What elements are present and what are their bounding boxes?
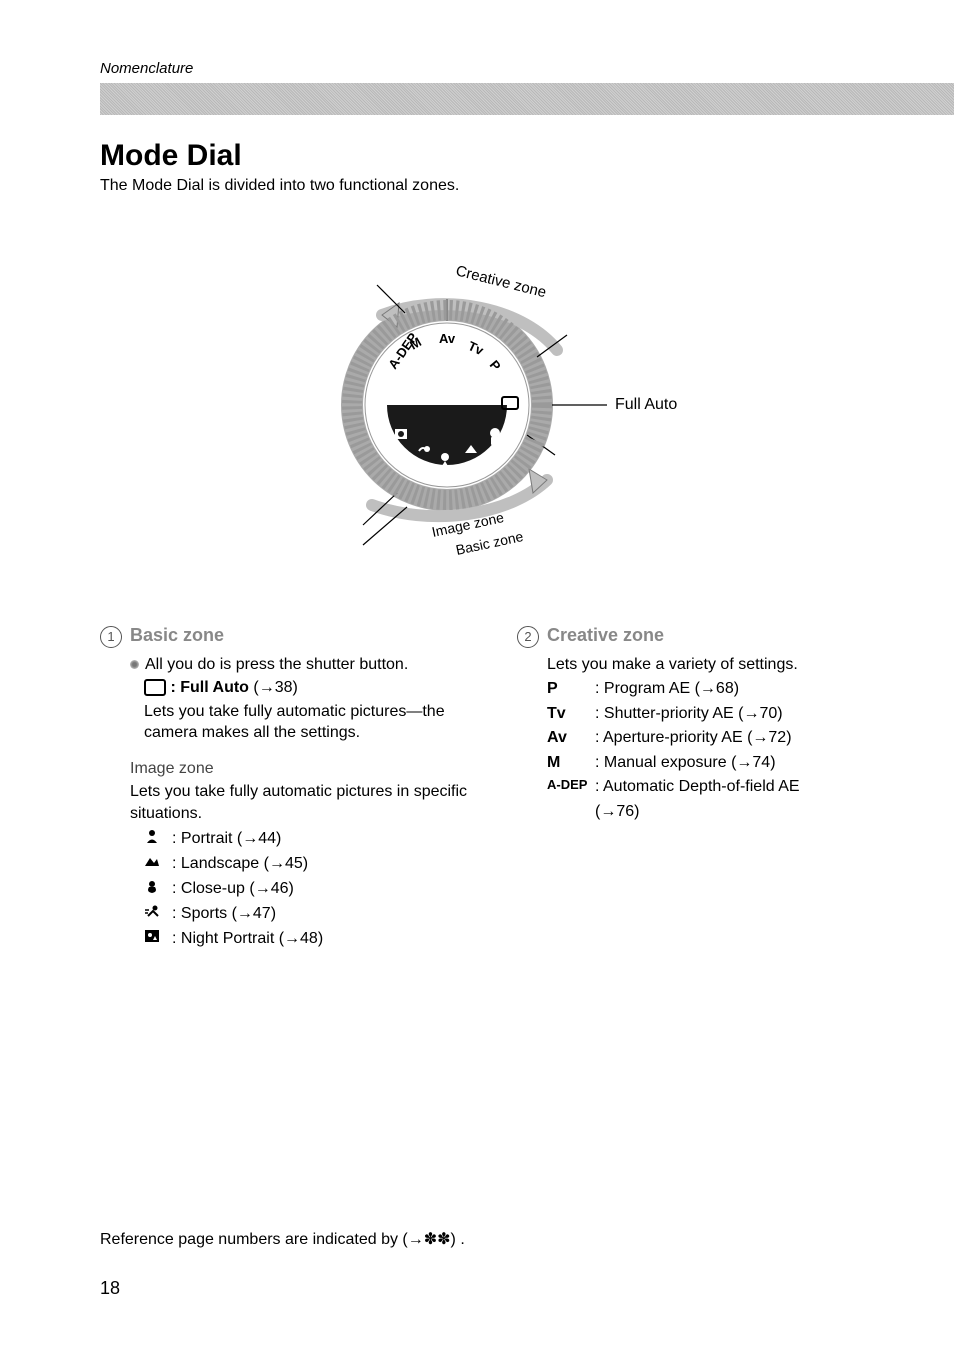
closeup-icon xyxy=(144,878,166,901)
portrait-icon xyxy=(144,828,166,851)
creative-zone-title: Creative zone xyxy=(547,625,664,646)
basic-zone-number: 1 xyxy=(100,626,122,648)
creative-zone-column: 2 Creative zone Lets you make a variety … xyxy=(517,625,894,953)
mode-sym-tv: Tv xyxy=(547,703,589,725)
creative-zone-number: 2 xyxy=(517,626,539,648)
basic-zone-lead: All you do is press the shutter button. xyxy=(130,654,477,676)
mode-sym-m: M xyxy=(547,752,589,774)
mode-dial-svg: A-DEP M Av Tv P xyxy=(237,225,757,565)
full-auto-desc: Lets you take fully automatic pictures—t… xyxy=(144,701,477,744)
bullet-icon xyxy=(130,660,139,669)
svg-text:Av: Av xyxy=(439,331,456,346)
mode-landscape: : Landscape (→45) xyxy=(172,853,308,875)
page-title: Mode Dial xyxy=(100,139,894,173)
mode-sym-av: Av xyxy=(547,727,589,749)
image-zone-title: Image zone xyxy=(130,758,477,780)
full-auto-line: : Full Auto (→38) xyxy=(144,677,477,699)
night-portrait-icon xyxy=(144,928,166,950)
mode-manual: : Manual exposure (→74) xyxy=(595,752,776,774)
page-number: 18 xyxy=(100,1278,120,1299)
label-full-auto: Full Auto xyxy=(615,396,677,413)
mode-closeup: : Close-up (→46) xyxy=(172,878,294,900)
mode-portrait: : Portrait (→44) xyxy=(172,828,281,850)
mode-sym-p: P xyxy=(547,678,589,700)
mode-night-portrait: : Night Portrait (→48) xyxy=(172,928,323,950)
intro-text: The Mode Dial is divided into two functi… xyxy=(100,177,894,195)
mode-shutter-priority: : Shutter-priority AE (→70) xyxy=(595,703,783,725)
mode-sports: : Sports (→47) xyxy=(172,903,276,925)
reference-note: Reference page numbers are indicated by … xyxy=(100,1229,465,1249)
mode-aperture-priority: : Aperture-priority AE (→72) xyxy=(595,727,792,749)
mode-sym-adep: A-DEP xyxy=(547,776,589,794)
basic-zone-title: Basic zone xyxy=(130,625,224,646)
image-zone-desc: Lets you take fully automatic pictures i… xyxy=(130,781,477,824)
label-creative-zone-text: Creative zone xyxy=(454,262,548,301)
sports-icon xyxy=(144,903,166,925)
full-auto-icon xyxy=(144,679,166,696)
landscape-icon xyxy=(144,853,166,875)
basic-zone-column: 1 Basic zone All you do is press the shu… xyxy=(100,625,477,953)
creative-zone-lead: Lets you make a variety of settings. xyxy=(547,654,894,676)
section-header: Nomenclature xyxy=(100,60,894,77)
header-bar xyxy=(100,83,954,115)
mode-adep-ref: (→76) xyxy=(595,801,639,823)
mode-adep: : Automatic Depth-of-field AE xyxy=(595,776,800,798)
mode-dial-diagram: A-DEP M Av Tv P xyxy=(100,225,894,565)
mode-program-ae: : Program AE (→68) xyxy=(595,678,739,700)
